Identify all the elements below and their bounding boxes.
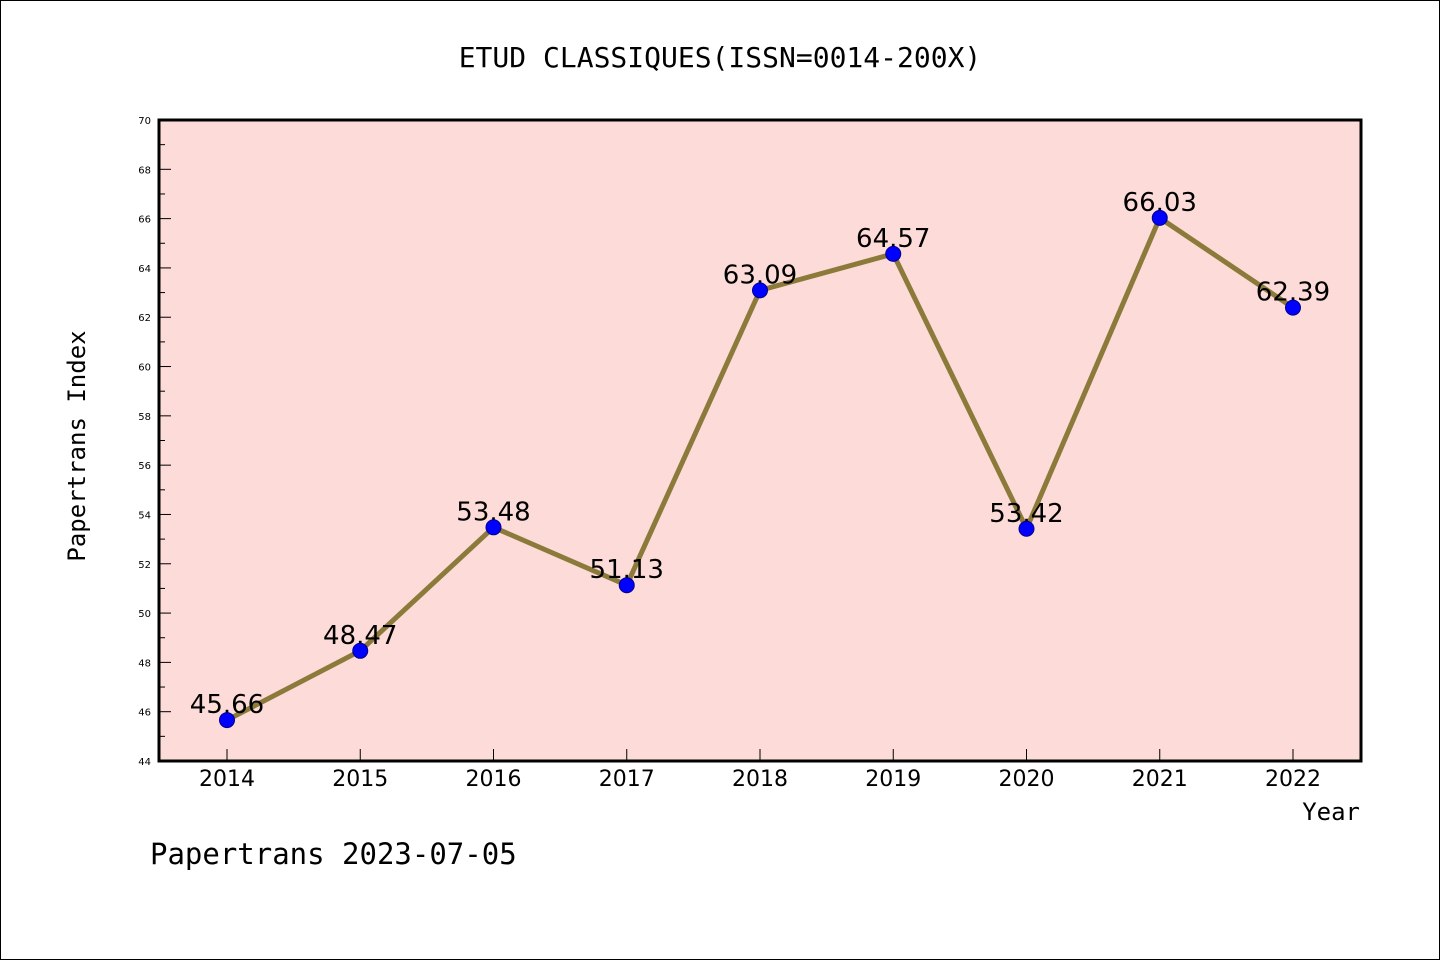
data-point: [1018, 520, 1035, 537]
x-axis-label: Year: [1302, 798, 1360, 826]
x-tick-label: 2019: [865, 767, 921, 792]
y-tick-label: 44: [138, 757, 151, 768]
data-point: [752, 282, 768, 299]
y-tick-label: 56: [138, 461, 151, 472]
y-tick-label: 70: [138, 116, 151, 127]
y-tick-label: 52: [138, 560, 151, 571]
y-axis: 44 46 48 50 52 54 56 58 60 62 64 66 68 70: [138, 116, 171, 768]
x-tick-label: 2015: [332, 767, 388, 792]
data-point: [352, 642, 369, 659]
y-tick-label: 46: [138, 708, 151, 719]
x-tick-label: 2022: [1265, 767, 1321, 792]
x-tick-label: 2017: [599, 767, 655, 792]
chart-title: ETUD CLASSIQUES(ISSN=0014-200X): [459, 41, 982, 74]
data-point: [1151, 209, 1168, 226]
series-markers: [219, 209, 1301, 729]
data-point: [885, 245, 902, 262]
y-tick-label: 48: [138, 658, 151, 669]
y-tick-label: 54: [138, 510, 151, 521]
y-tick-label: 60: [138, 363, 151, 374]
y-tick-label: 66: [138, 215, 151, 226]
x-axis: 2014 2015 2016 2017 2018 2019 2020 2021 2022: [199, 749, 1321, 792]
y-tick-label: 50: [138, 609, 151, 620]
x-tick-label: 2020: [999, 767, 1055, 792]
x-tick-label: 2018: [732, 767, 788, 792]
y-tick-label: 58: [138, 412, 151, 423]
data-point: [219, 712, 235, 729]
footer-note: Papertrans 2023-07-05: [150, 837, 517, 871]
data-point: [485, 519, 502, 536]
y-tick-label: 68: [138, 165, 151, 176]
x-tick-label: 2021: [1132, 767, 1188, 792]
x-tick-label: 2014: [199, 767, 255, 792]
data-point: [618, 577, 635, 594]
x-tick-label: 2016: [466, 767, 522, 792]
y-tick-label: 64: [138, 264, 151, 275]
data-point: [1285, 299, 1301, 316]
data-labels: 45.6648.4753.4851.1363.0964.5753.4266.03…: [190, 188, 1330, 720]
y-axis-label: Papertrans Index: [63, 330, 91, 561]
y-tick-label: 62: [138, 313, 151, 324]
